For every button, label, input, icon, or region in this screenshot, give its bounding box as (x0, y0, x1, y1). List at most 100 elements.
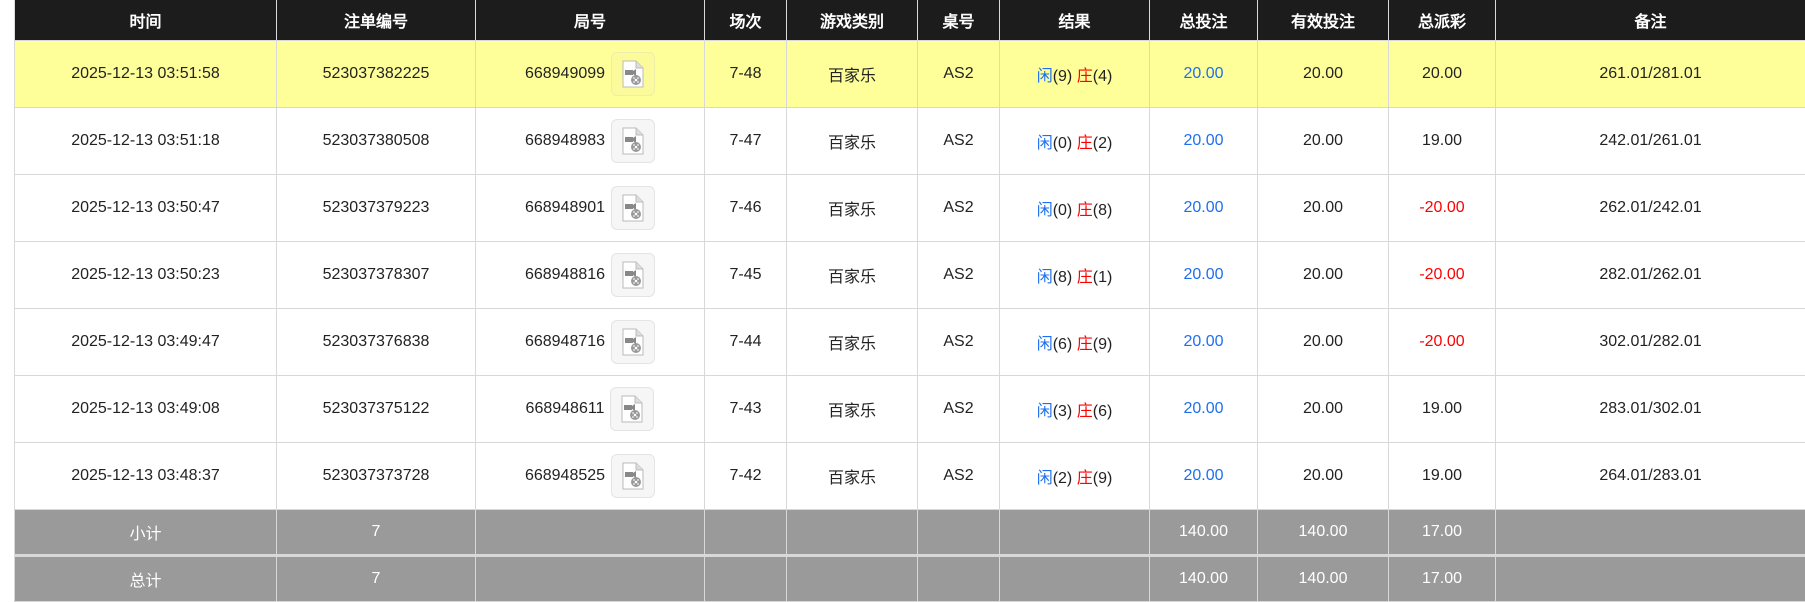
banker-score: (6) (1093, 403, 1113, 420)
bet-history-table: 时间注单编号局号场次游戏类别桌号结果总投注有效投注总派彩备注 2025-12-1… (14, 0, 1805, 602)
total-bet: 20.00 (1150, 376, 1258, 443)
note: 264.01/283.01 (1496, 443, 1805, 510)
round-cell: 668948525 (476, 443, 705, 510)
banker-label: 庄 (1077, 135, 1093, 152)
player-score: (0) (1053, 135, 1073, 152)
grand-total-label: 总计 (15, 556, 277, 602)
bet-id: 523037375122 (277, 376, 476, 443)
table-number: AS2 (918, 242, 1000, 309)
bet-time: 2025-12-13 03:51:58 (15, 41, 277, 108)
bet-time: 2025-12-13 03:50:47 (15, 175, 277, 242)
game-type: 百家乐 (787, 309, 918, 376)
bet-time: 2025-12-13 03:49:47 (15, 309, 277, 376)
payout: 20.00 (1389, 41, 1496, 108)
valid-bet: 20.00 (1258, 41, 1389, 108)
shoe: 7-44 (705, 309, 787, 376)
player-label: 闲 (1037, 135, 1053, 152)
shoe: 7-45 (705, 242, 787, 309)
result: 闲(0) 庄(2) (1000, 108, 1150, 175)
video-replay-icon[interactable] (610, 387, 654, 431)
header-total-bet: 总投注 (1150, 0, 1258, 41)
header-payout: 总派彩 (1389, 0, 1496, 41)
table-number: AS2 (918, 376, 1000, 443)
round-cell: 668948816 (476, 242, 705, 309)
round-number: 668948816 (525, 266, 605, 284)
payout: 19.00 (1389, 376, 1496, 443)
video-replay-icon[interactable] (611, 454, 655, 498)
total-bet: 20.00 (1150, 41, 1258, 108)
subtotal-label: 小计 (15, 510, 277, 556)
video-replay-icon[interactable] (611, 52, 655, 96)
game-type: 百家乐 (787, 41, 918, 108)
shoe: 7-42 (705, 443, 787, 510)
header-table: 桌号 (918, 0, 1000, 41)
bet-time: 2025-12-13 03:51:18 (15, 108, 277, 175)
banker-score: (2) (1093, 135, 1113, 152)
player-score: (2) (1053, 470, 1073, 487)
subtotal-count: 7 (277, 510, 476, 556)
bet-time: 2025-12-13 03:50:23 (15, 242, 277, 309)
grand-total-row: 总计 7 140.00 140.00 17.00 (15, 556, 1805, 602)
table-number: AS2 (918, 108, 1000, 175)
note: 242.01/261.01 (1496, 108, 1805, 175)
player-label: 闲 (1037, 470, 1053, 487)
game-type: 百家乐 (787, 376, 918, 443)
subtotal-payout: 17.00 (1389, 510, 1496, 556)
game-type: 百家乐 (787, 108, 918, 175)
note: 282.01/262.01 (1496, 242, 1805, 309)
subtotal-valid-bet: 140.00 (1258, 510, 1389, 556)
player-score: (0) (1053, 202, 1073, 219)
header-round: 局号 (476, 0, 705, 41)
banker-score: (4) (1093, 68, 1113, 85)
table-row: 2025-12-13 03:49:08 523037375122 6689486… (15, 376, 1805, 443)
player-label: 闲 (1037, 336, 1053, 353)
player-label: 闲 (1037, 403, 1053, 420)
player-score: (9) (1053, 68, 1073, 85)
video-replay-icon[interactable] (611, 253, 655, 297)
result: 闲(9) 庄(4) (1000, 41, 1150, 108)
header-result: 结果 (1000, 0, 1150, 41)
video-replay-icon[interactable] (611, 186, 655, 230)
grand-total-valid-bet: 140.00 (1258, 556, 1389, 602)
player-score: (6) (1053, 336, 1073, 353)
payout: -20.00 (1389, 309, 1496, 376)
result: 闲(6) 庄(9) (1000, 309, 1150, 376)
valid-bet: 20.00 (1258, 108, 1389, 175)
round-number: 668948901 (525, 199, 605, 217)
payout: 19.00 (1389, 108, 1496, 175)
total-bet: 20.00 (1150, 309, 1258, 376)
player-score: (3) (1053, 403, 1073, 420)
table-number: AS2 (918, 309, 1000, 376)
banker-score: (1) (1093, 269, 1113, 286)
shoe: 7-48 (705, 41, 787, 108)
video-replay-icon[interactable] (611, 320, 655, 364)
valid-bet: 20.00 (1258, 376, 1389, 443)
banker-label: 庄 (1077, 403, 1093, 420)
shoe: 7-43 (705, 376, 787, 443)
bet-id: 523037373728 (277, 443, 476, 510)
note: 302.01/282.01 (1496, 309, 1805, 376)
round-number: 668949099 (525, 65, 605, 83)
total-bet: 20.00 (1150, 443, 1258, 510)
header-bet-id: 注单编号 (277, 0, 476, 41)
valid-bet: 20.00 (1258, 443, 1389, 510)
grand-total-total-bet: 140.00 (1150, 556, 1258, 602)
player-label: 闲 (1037, 202, 1053, 219)
total-bet: 20.00 (1150, 175, 1258, 242)
bet-time: 2025-12-13 03:49:08 (15, 376, 277, 443)
valid-bet: 20.00 (1258, 309, 1389, 376)
header-valid-bet: 有效投注 (1258, 0, 1389, 41)
subtotal-total-bet: 140.00 (1150, 510, 1258, 556)
payout: 19.00 (1389, 443, 1496, 510)
round-number: 668948611 (526, 400, 605, 418)
round-number: 668948525 (525, 467, 605, 485)
bet-id: 523037382225 (277, 41, 476, 108)
bet-id: 523037376838 (277, 309, 476, 376)
note: 262.01/242.01 (1496, 175, 1805, 242)
video-replay-icon[interactable] (611, 119, 655, 163)
round-cell: 668949099 (476, 41, 705, 108)
banker-label: 庄 (1077, 68, 1093, 85)
table-row: 2025-12-13 03:51:58 523037382225 6689490… (15, 41, 1805, 108)
game-type: 百家乐 (787, 175, 918, 242)
shoe: 7-47 (705, 108, 787, 175)
